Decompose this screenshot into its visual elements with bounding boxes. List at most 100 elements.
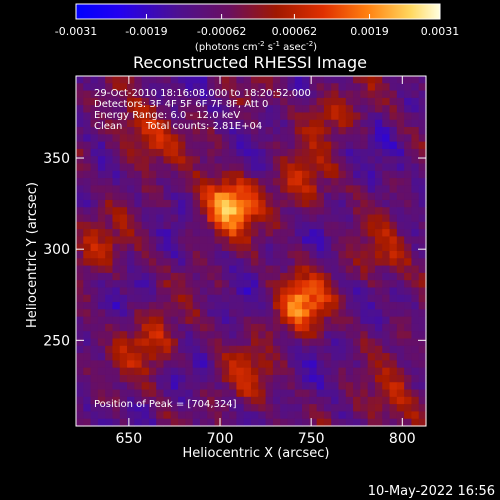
heatmap-cell	[148, 294, 157, 303]
heatmap-cell	[90, 360, 99, 369]
heatmap-cell	[389, 76, 398, 84]
heatmap-cell	[316, 105, 325, 114]
heatmap-cell	[331, 178, 340, 186]
heatmap-cell	[119, 251, 128, 259]
heatmap-cell	[294, 265, 303, 274]
heatmap-cell	[97, 112, 106, 121]
heatmap-cell	[141, 199, 150, 208]
heatmap-cell	[265, 192, 274, 201]
heatmap-cell	[127, 90, 135, 99]
heatmap-cell	[185, 272, 194, 281]
heatmap-cell	[207, 331, 216, 340]
heatmap-cell	[221, 396, 230, 405]
heatmap-cell	[134, 127, 143, 135]
heatmap-cell	[323, 199, 332, 208]
heatmap-cell	[221, 163, 230, 172]
heatmap-cell	[287, 97, 296, 106]
heatmap-cell	[134, 374, 143, 383]
heatmap-cell	[214, 411, 223, 420]
heatmap-cell	[127, 112, 135, 121]
heatmap-cell	[323, 112, 332, 121]
heatmap-cell	[258, 170, 267, 179]
heatmap-cell	[214, 258, 223, 267]
heatmap-cell	[97, 76, 106, 84]
heatmap-cell	[404, 229, 413, 238]
heatmap-cell	[185, 163, 194, 172]
heatmap-cell	[83, 258, 92, 267]
heatmap-cell	[251, 236, 259, 245]
heatmap-cell	[76, 83, 84, 92]
heatmap-cell	[134, 229, 143, 238]
heatmap-cell	[294, 251, 303, 259]
heatmap-cell	[229, 309, 238, 318]
heatmap-cell	[258, 323, 267, 332]
heatmap-cell	[243, 243, 252, 252]
heatmap-cell	[338, 178, 347, 186]
heatmap-cell	[229, 119, 238, 128]
heatmap-cell	[76, 105, 84, 114]
heatmap-cell	[367, 76, 376, 84]
heatmap-cell	[97, 83, 106, 92]
heatmap-cell	[148, 396, 157, 405]
heatmap-cell	[105, 294, 114, 303]
heatmap-cell	[323, 338, 332, 347]
heatmap-cell	[199, 156, 208, 165]
heatmap-cell	[141, 411, 150, 420]
heatmap-cell	[345, 199, 354, 208]
heatmap-cell	[404, 148, 413, 157]
heatmap-cell	[309, 170, 318, 179]
heatmap-cell	[302, 236, 310, 245]
heatmap-cell	[134, 199, 143, 208]
heatmap-cell	[127, 389, 135, 398]
heatmap-cell	[207, 141, 216, 150]
heatmap-cell	[148, 90, 157, 99]
heatmap-cell	[367, 360, 376, 369]
heatmap-cell	[265, 389, 274, 398]
heatmap-cell	[302, 272, 310, 281]
heatmap-cell	[97, 192, 106, 201]
heatmap-cell	[294, 83, 303, 92]
heatmap-cell	[294, 119, 303, 128]
heatmap-cell	[221, 229, 230, 238]
heatmap-cell	[374, 280, 383, 289]
heatmap-cell	[83, 367, 92, 376]
heatmap-cell	[309, 141, 318, 150]
heatmap-cell	[338, 156, 347, 165]
heatmap-cell	[265, 148, 274, 157]
heatmap-cell	[221, 338, 230, 347]
heatmap-cell	[185, 127, 194, 135]
heatmap-cell	[83, 141, 92, 150]
heatmap-cell	[280, 170, 289, 179]
heatmap-cell	[389, 396, 398, 405]
heatmap-cell	[127, 199, 135, 208]
heatmap-cell	[331, 353, 340, 361]
heatmap-cell	[302, 345, 310, 354]
heatmap-cell	[170, 148, 179, 157]
heatmap-cell	[229, 382, 238, 391]
heatmap-cell	[404, 287, 413, 296]
heatmap-cell	[309, 76, 318, 84]
heatmap-cell	[236, 323, 245, 332]
heatmap-cell	[83, 331, 92, 340]
heatmap-cell	[353, 163, 361, 172]
heatmap-cell	[185, 251, 194, 259]
heatmap-cell	[287, 374, 296, 383]
heatmap-cell	[338, 185, 347, 194]
heatmap-cell	[374, 338, 383, 347]
heatmap-cell	[134, 178, 143, 186]
heatmap-cell	[163, 353, 172, 361]
heatmap-cell	[353, 345, 361, 354]
heatmap-cell	[90, 345, 99, 354]
heatmap-cell	[251, 156, 259, 165]
heatmap-cell	[367, 214, 376, 223]
heatmap-cell	[338, 272, 347, 281]
heatmap-cell	[323, 302, 332, 310]
heatmap-cell	[396, 258, 405, 267]
heatmap-cell	[170, 214, 179, 223]
heatmap-cell	[134, 243, 143, 252]
heatmap-cell	[236, 280, 245, 289]
heatmap-cell	[163, 345, 172, 354]
heatmap-cell	[411, 287, 420, 296]
heatmap-cell	[185, 221, 194, 230]
heatmap-cell	[83, 382, 92, 391]
